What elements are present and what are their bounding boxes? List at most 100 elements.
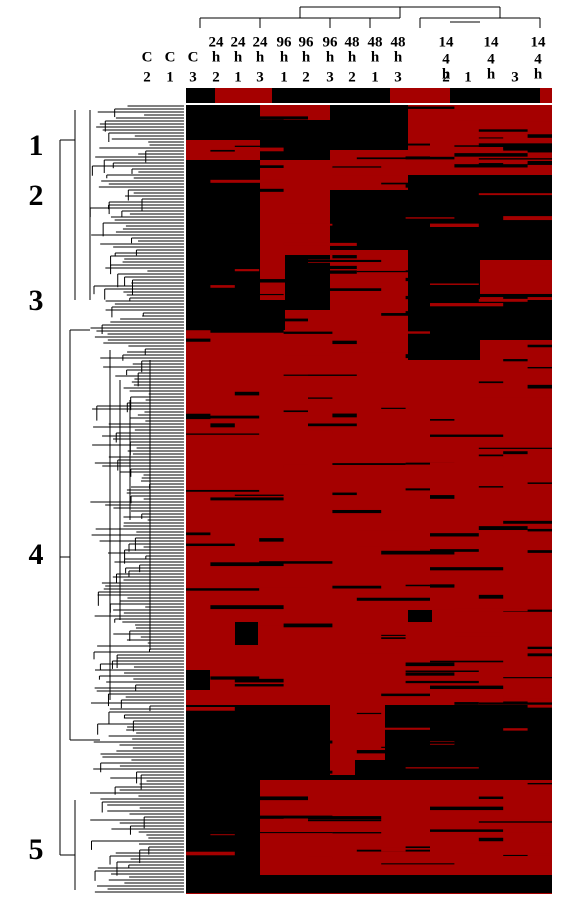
column-symbol: C — [165, 49, 176, 65]
heat-block — [480, 300, 552, 340]
heat-line — [405, 670, 479, 672]
heat-line — [356, 712, 382, 715]
heat-line — [454, 771, 504, 775]
heat-line — [308, 423, 357, 427]
column-replicate: 2 — [143, 69, 151, 85]
heat-line — [259, 585, 308, 588]
heat-line — [405, 184, 430, 188]
column-replicate: 1 — [371, 69, 379, 85]
column-replicate: 1 — [234, 69, 242, 85]
heat-line — [405, 584, 455, 587]
heat-line — [405, 488, 430, 491]
heat-line — [308, 421, 333, 424]
heat-line — [454, 763, 479, 767]
heat-line — [234, 195, 260, 198]
heat-line — [259, 538, 284, 542]
column-time: 96 — [323, 34, 339, 50]
heat-line — [259, 129, 308, 134]
heat-line — [234, 684, 284, 687]
heat-line — [430, 724, 455, 728]
heat-line — [503, 295, 528, 300]
heat-line — [430, 549, 479, 552]
heat-line — [405, 827, 479, 830]
heat-line — [381, 230, 406, 233]
heat-line — [186, 883, 235, 887]
cluster-label: 5 — [29, 833, 44, 866]
heat-line — [234, 145, 284, 147]
column-symbol: h — [256, 49, 265, 65]
heat-line — [454, 702, 479, 705]
cluster-label: 3 — [29, 284, 44, 317]
column-replicate: 3 — [189, 69, 197, 85]
heat-line — [454, 120, 504, 124]
column-symbol: h — [487, 66, 496, 82]
heat-line — [430, 462, 504, 466]
heat-line — [527, 662, 552, 667]
heat-line — [381, 550, 455, 555]
heat-line — [478, 137, 504, 139]
heat-line — [332, 255, 357, 259]
heat-line — [308, 397, 333, 399]
heat-line — [503, 677, 552, 679]
heat-line — [405, 311, 430, 315]
heat-line — [186, 820, 260, 824]
row-dendrogram — [59, 105, 184, 893]
heat-block — [260, 300, 285, 330]
column-symbol: h — [348, 49, 357, 65]
heat-line — [478, 153, 504, 156]
column-symbol: h — [442, 66, 451, 82]
heat-line — [356, 544, 430, 547]
heat-line — [332, 352, 406, 355]
heat-line — [405, 741, 455, 744]
heat-line — [332, 877, 357, 881]
column-time: 24 — [253, 34, 269, 50]
heat-line — [478, 298, 528, 302]
column-time: 24 — [209, 34, 225, 50]
heat-line — [259, 621, 284, 626]
column-replicate: 1 — [280, 69, 288, 85]
heat-line — [308, 740, 333, 744]
heat-line — [430, 567, 504, 571]
heat-line — [430, 639, 504, 644]
heat-line — [430, 533, 479, 537]
heat-line — [405, 767, 479, 769]
heat-line — [503, 728, 528, 731]
column-time: 4 — [534, 51, 542, 67]
column-symbol: h — [326, 49, 335, 65]
heat-line — [503, 216, 552, 221]
column-replicate: 1 — [166, 69, 174, 85]
heat-line — [186, 781, 260, 784]
heat-line — [405, 846, 430, 849]
column-time: 14 — [531, 34, 547, 50]
heat-line — [234, 494, 284, 496]
heat-line — [332, 463, 406, 465]
heat-line — [478, 200, 552, 204]
heat-line — [356, 233, 382, 237]
heat-line — [356, 331, 430, 334]
column-strip — [186, 88, 552, 104]
heat-line — [381, 693, 430, 697]
column-replicate: 3 — [394, 69, 402, 85]
column-time: 48 — [368, 34, 383, 50]
heat-line — [356, 270, 406, 273]
heat-line — [405, 217, 455, 219]
heat-line — [454, 719, 528, 724]
heat-line — [186, 413, 211, 417]
heat-line — [381, 313, 430, 316]
heat-line — [478, 158, 552, 160]
heat-line — [210, 281, 260, 286]
heat-line — [430, 829, 504, 832]
heat-line — [186, 177, 235, 181]
heat-line — [234, 165, 284, 168]
heat-line — [356, 141, 406, 146]
heat-line — [454, 853, 479, 856]
column-time: 24 — [231, 34, 247, 50]
heat-line — [381, 746, 406, 748]
heat-line — [259, 147, 284, 152]
heat-line — [527, 740, 552, 743]
heat-line — [405, 680, 479, 684]
heat-line — [308, 856, 333, 860]
heat-block — [260, 780, 552, 870]
heat-line — [308, 819, 382, 822]
